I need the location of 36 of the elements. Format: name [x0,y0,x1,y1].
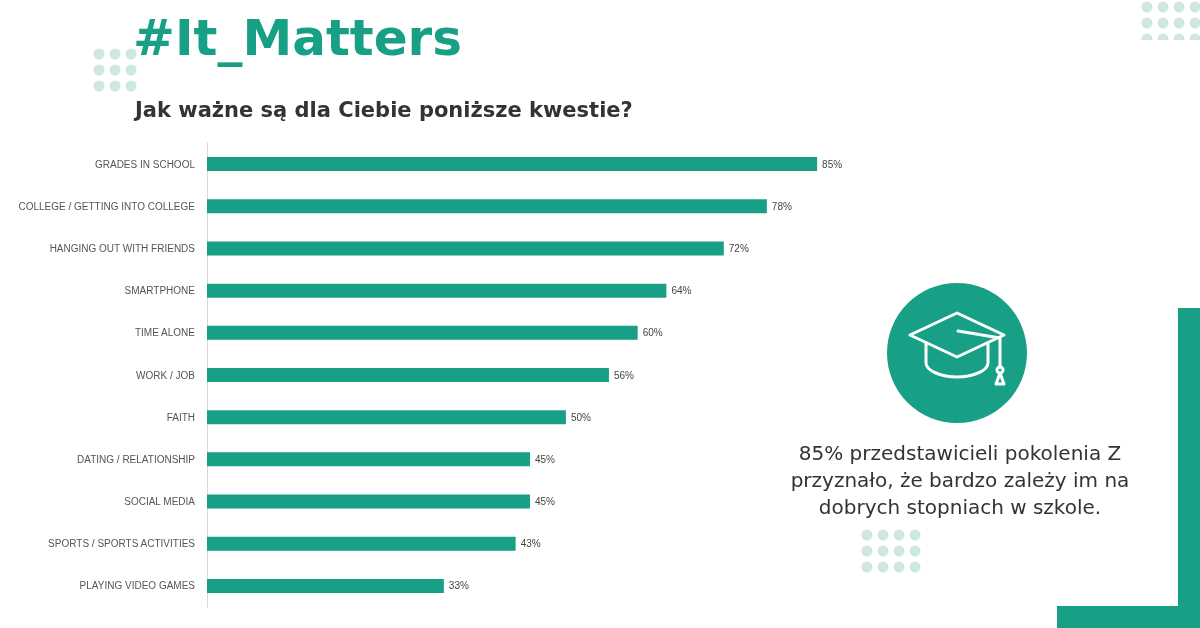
bar [207,452,530,467]
data-label: 43% [520,538,541,550]
data-label: 60% [642,327,663,339]
y-tick-label: SMARTPHONE [124,285,196,297]
bar [207,199,767,214]
bar [207,241,724,256]
data-label: 50% [570,411,592,423]
data-label: 33% [448,580,469,592]
data-label: 45% [535,496,556,508]
data-label: 45% [535,453,556,465]
annotation: 85% przedstawicieli pokolenia Z przyznało, że bardzo zależy im na dobrych stopniach w szkole. [789,440,1131,521]
bar [207,578,444,593]
y-tick-label: COLLEGE / GETTING INTO COLLEGE [18,200,196,212]
bar [207,325,638,340]
bar [207,157,818,172]
data-label: 72% [728,242,749,254]
data-label: 85% [822,158,843,170]
data-label: 56% [613,369,635,381]
y-tick-label: TIME ALONE [134,327,196,339]
bar [207,410,566,425]
data-label: 64% [671,285,692,297]
bar [207,283,667,298]
y-tick-label: HANGING OUT WITH FRIENDS [49,242,196,254]
bar [207,536,516,551]
y-tick-label: SPORTS / SPORTS ACTIVITIES [48,538,196,550]
bar [207,368,609,382]
y-tick-label: PLAYING VIDEO GAMES [79,580,196,592]
y-tick-label: WORK / JOB [136,369,196,381]
y-tick-label: SOCIAL MEDIA [124,496,196,508]
bar [207,494,530,509]
chart-title: #It_Matters [133,9,463,67]
data-label: 78% [771,200,792,212]
chart-subtitle: Jak ważne są dla Ciebie poniższe kwestie? [133,97,633,122]
y-tick-label: DATING / RELATIONSHIP [77,453,196,465]
y-tick-label: FAITH [166,411,195,423]
y-tick-label: GRADES IN SCHOOL [94,158,196,170]
